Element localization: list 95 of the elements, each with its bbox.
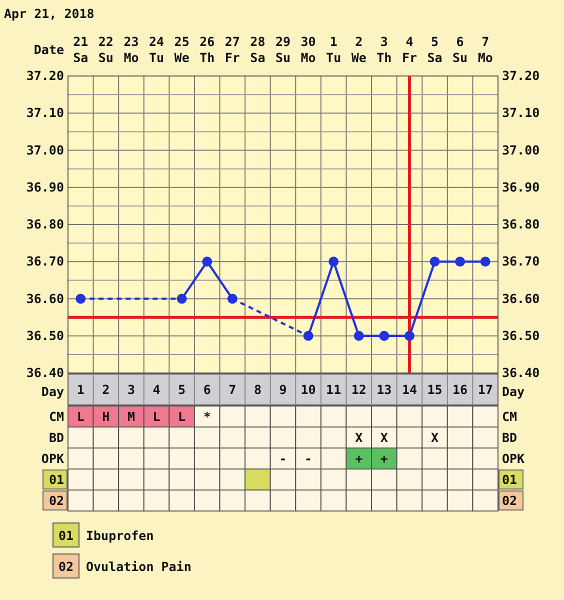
x2-tick-label: 3 Th	[376, 34, 392, 65]
y-tick-label: 37.00	[26, 142, 64, 158]
x2-tick-label: 26 Th	[200, 34, 215, 65]
text: X	[380, 430, 388, 445]
text: L	[178, 409, 186, 424]
point	[176, 294, 187, 304]
text: Day	[41, 384, 64, 399]
x-tick-label: 5	[178, 382, 186, 397]
x2-tick-label: 27 Fr	[224, 34, 240, 65]
text: X	[431, 430, 439, 445]
y-tick-label: 36.90	[26, 179, 64, 194]
y2-tick-label: 37.10	[502, 105, 540, 120]
text: X	[355, 430, 363, 445]
y2-tick-label: 36.70	[502, 254, 540, 269]
y-tick-label: 37.10	[26, 105, 64, 120]
category-label: BD	[502, 430, 518, 445]
text: +	[380, 451, 388, 466]
x-tick-label: 7	[228, 382, 236, 397]
y-tick-label: 36.60	[26, 290, 64, 306]
x2-tick-label: 30 Mo	[300, 34, 316, 65]
x-tick-label: 11	[326, 382, 342, 397]
point	[480, 256, 490, 267]
point	[430, 256, 440, 267]
point	[202, 256, 212, 267]
x-tick-label: 13	[376, 382, 392, 397]
x-tick-label: 2	[102, 382, 110, 397]
category-label: 01	[58, 528, 74, 543]
x2-tick-label: 2 We	[351, 34, 367, 65]
y2-tick-label: 36.80	[502, 216, 540, 232]
text: Ovulation Pain	[86, 559, 192, 574]
category-label: CM	[502, 409, 518, 424]
x-tick-label: 12	[351, 382, 366, 397]
x-tick-label: 10	[300, 382, 316, 397]
x-tick-label: 3	[127, 382, 135, 397]
point	[379, 330, 390, 341]
category-label: OPK	[502, 451, 525, 466]
x2-tick-label: 25 We	[174, 34, 190, 65]
y-tick-label: 36.40	[26, 365, 64, 380]
category-label: OPK	[41, 451, 64, 466]
x-tick-label: 16	[452, 382, 468, 397]
x-tick-label: 14	[402, 382, 417, 397]
text: *	[203, 409, 211, 424]
text: M	[127, 409, 135, 424]
x-axis-title: Day	[502, 384, 526, 399]
text: H	[102, 409, 110, 424]
y2-tick-label: 36.90	[502, 179, 540, 194]
x2-tick-label: 23 Mo	[124, 34, 139, 65]
y2-tick-label: 37.20	[502, 68, 540, 83]
point	[455, 256, 466, 267]
x2-tick-label: 1 Tu	[326, 34, 342, 65]
point	[303, 330, 314, 341]
text: Ibuprofen	[86, 528, 154, 543]
category-label: 02	[502, 493, 518, 508]
x-tick-label: 4	[152, 382, 160, 397]
category-label: CM	[48, 409, 64, 424]
chart-title: Apr 21, 2018	[4, 6, 94, 21]
y2-tick-label: 36.50	[502, 328, 540, 343]
point	[227, 294, 238, 304]
category-label: 01	[48, 472, 64, 487]
x-tick-label: 17	[478, 382, 493, 397]
point	[404, 330, 414, 341]
y2-tick-label: 36.60	[502, 290, 540, 306]
x2-tick-label: 28 Sa	[250, 34, 266, 65]
x-tick-label: 6	[203, 382, 211, 397]
category-label: 02	[58, 559, 74, 574]
x2-tick-label: 7 Mo	[478, 34, 493, 65]
text: -	[279, 451, 287, 466]
x-tick-label: 9	[279, 382, 287, 397]
y-tick-label: 36.70	[26, 254, 64, 269]
text: +	[355, 451, 363, 466]
y-tick-label: 36.80	[26, 216, 64, 232]
x2-tick-label: 21 Sa	[73, 34, 88, 65]
x2-tick-label: 22 Su	[98, 34, 114, 65]
y-tick-label: 37.20	[26, 68, 64, 83]
text: L	[152, 409, 160, 424]
point	[328, 256, 339, 267]
x-tick-label: 15	[427, 382, 442, 397]
category-label: 02	[48, 493, 64, 508]
x2-tick-label: 5 Sa	[427, 34, 442, 65]
y-tick-label: 36.50	[26, 328, 64, 343]
category-label: BD	[48, 430, 64, 445]
x2-tick-label: 6 Su	[452, 34, 468, 65]
x2-axis-title: Date	[34, 42, 64, 57]
x-tick-label: 8	[254, 382, 262, 397]
x2-tick-label: 24 Tu	[149, 34, 164, 65]
x2-tick-label: 4 Fr	[402, 34, 418, 65]
x-tick-label: 1	[76, 382, 84, 397]
y2-tick-label: 36.40	[502, 365, 540, 380]
point	[354, 330, 364, 341]
category-label: 01	[502, 472, 518, 487]
text: -	[304, 451, 312, 466]
text: L	[76, 409, 84, 424]
x2-tick-label: 29 Su	[275, 34, 291, 65]
point	[76, 294, 86, 304]
y2-tick-label: 37.00	[502, 142, 540, 158]
